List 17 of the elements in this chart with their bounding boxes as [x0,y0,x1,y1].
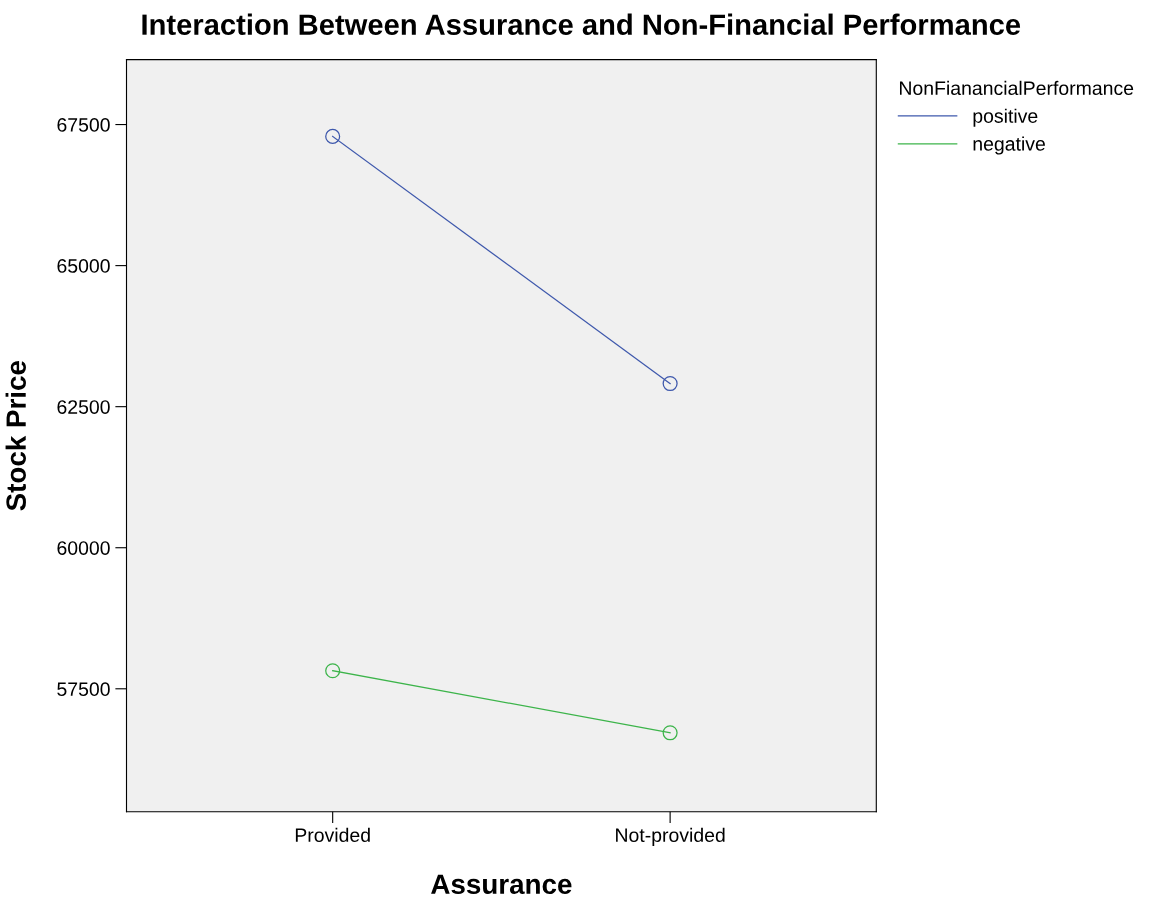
legend-label: negative [973,136,1045,155]
x-tick-label: Provided [295,827,370,843]
y-tick-label: 65000 [57,259,110,273]
point [325,128,341,144]
x-tick-label: Not-provided [616,827,725,846]
point [325,663,341,679]
point [662,725,678,741]
point [662,375,678,392]
legend-label: positive [973,108,1038,127]
y-tick-label: 57500 [57,682,110,697]
legend-title: NonFianancialPerformance [900,80,1134,96]
chart-title: Interaction Between Assurance and Non-Financial Performance [142,13,1021,35]
y-axis-title: Stock Price [5,361,26,511]
x-axis-title: Assurance [431,874,572,895]
y-tick-label: 60000 [57,541,110,555]
y-tick-label: 67500 [57,118,110,132]
y-tick-label: 62500 [57,400,110,414]
